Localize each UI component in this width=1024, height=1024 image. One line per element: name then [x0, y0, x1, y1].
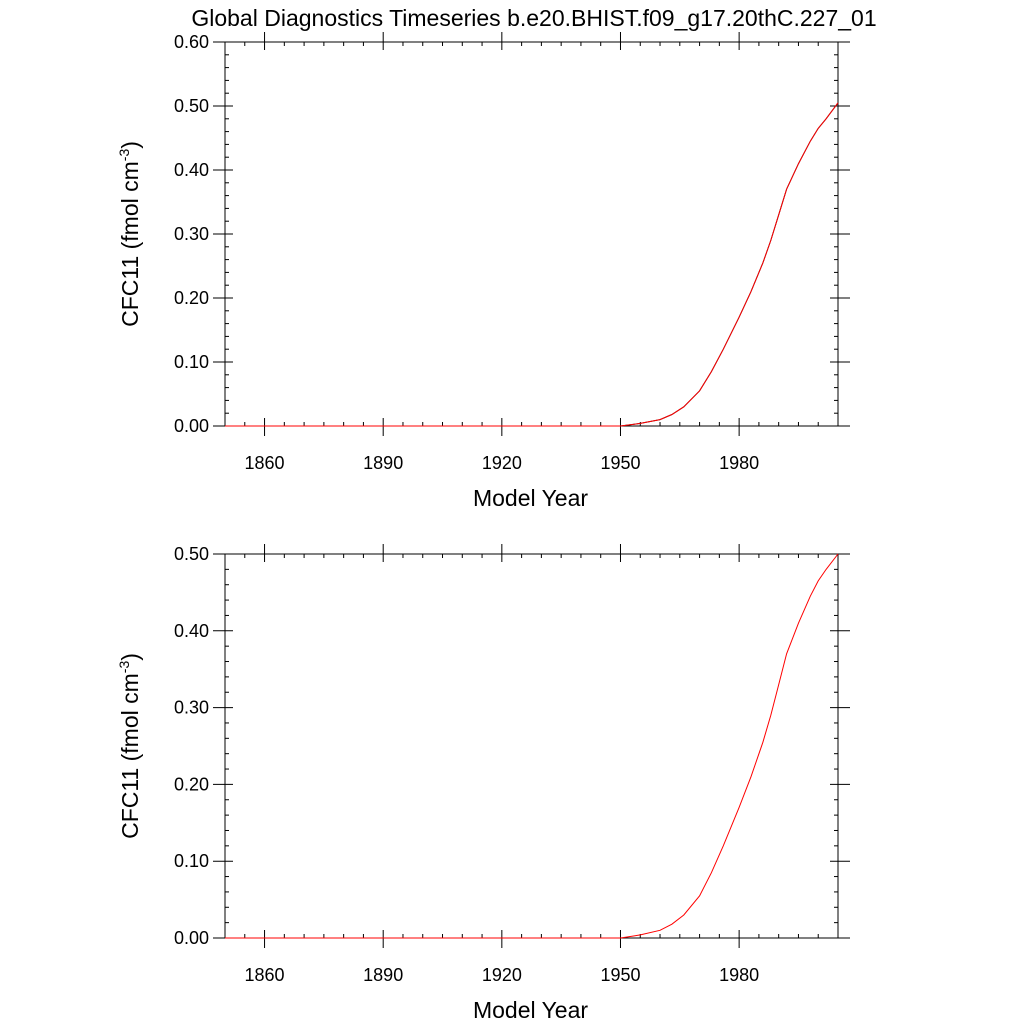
x-axis-label: Model Year	[473, 485, 588, 511]
x-tick-label: 1890	[363, 965, 403, 985]
plot-frame	[224, 553, 839, 939]
series-line	[225, 102, 839, 427]
y-tick-label: 0.10	[174, 851, 209, 871]
y-tick-label: 0.50	[174, 544, 209, 564]
x-tick-label: 1950	[600, 965, 640, 985]
y-tick-label: 0.50	[174, 96, 209, 116]
y-tick-label: 0.20	[174, 774, 209, 794]
y-tick-label: 0.30	[174, 698, 209, 718]
series-line	[225, 102, 839, 427]
x-axis-label: Model Year	[473, 997, 588, 1023]
y-tick-label: 0.30	[174, 224, 209, 244]
y-tick-label: 0.00	[174, 416, 209, 436]
y-tick-label: 0.10	[174, 352, 209, 372]
y-tick-label: 0.00	[174, 928, 209, 948]
series-line	[225, 553, 839, 939]
top-panel: 1860 1890 1920 1950 1980 0.00 0.10 0.20 0.30 0.40…	[116, 32, 850, 511]
x-tick-label: 1860	[245, 453, 285, 473]
y-tick-label: 0.40	[174, 621, 209, 641]
figure-title: Global Diagnostics Timeseries b.e20.BHIS…	[191, 5, 876, 31]
x-tick-label: 1920	[482, 453, 522, 473]
x-tick-label: 1860	[245, 965, 285, 985]
y-tick-label: 0.20	[174, 288, 209, 308]
x-tick-label: 1950	[600, 453, 640, 473]
y-tick-label: 0.60	[174, 32, 209, 52]
bottom-panel: 1860 1890 1920 1950 1980 0.00 0.10 0.20 0.30 0.40…	[116, 544, 850, 1023]
y-axis-label: CFC11 (fmol cm-3)	[116, 141, 143, 327]
x-tick-label: 1920	[482, 965, 522, 985]
x-tick-label: 1980	[719, 965, 759, 985]
y-tick-label: 0.40	[174, 160, 209, 180]
x-tick-label: 1890	[363, 453, 403, 473]
y-axis-label: CFC11 (fmol cm-3)	[116, 653, 143, 839]
plot-frame	[224, 41, 839, 427]
x-tick-label: 1980	[719, 453, 759, 473]
